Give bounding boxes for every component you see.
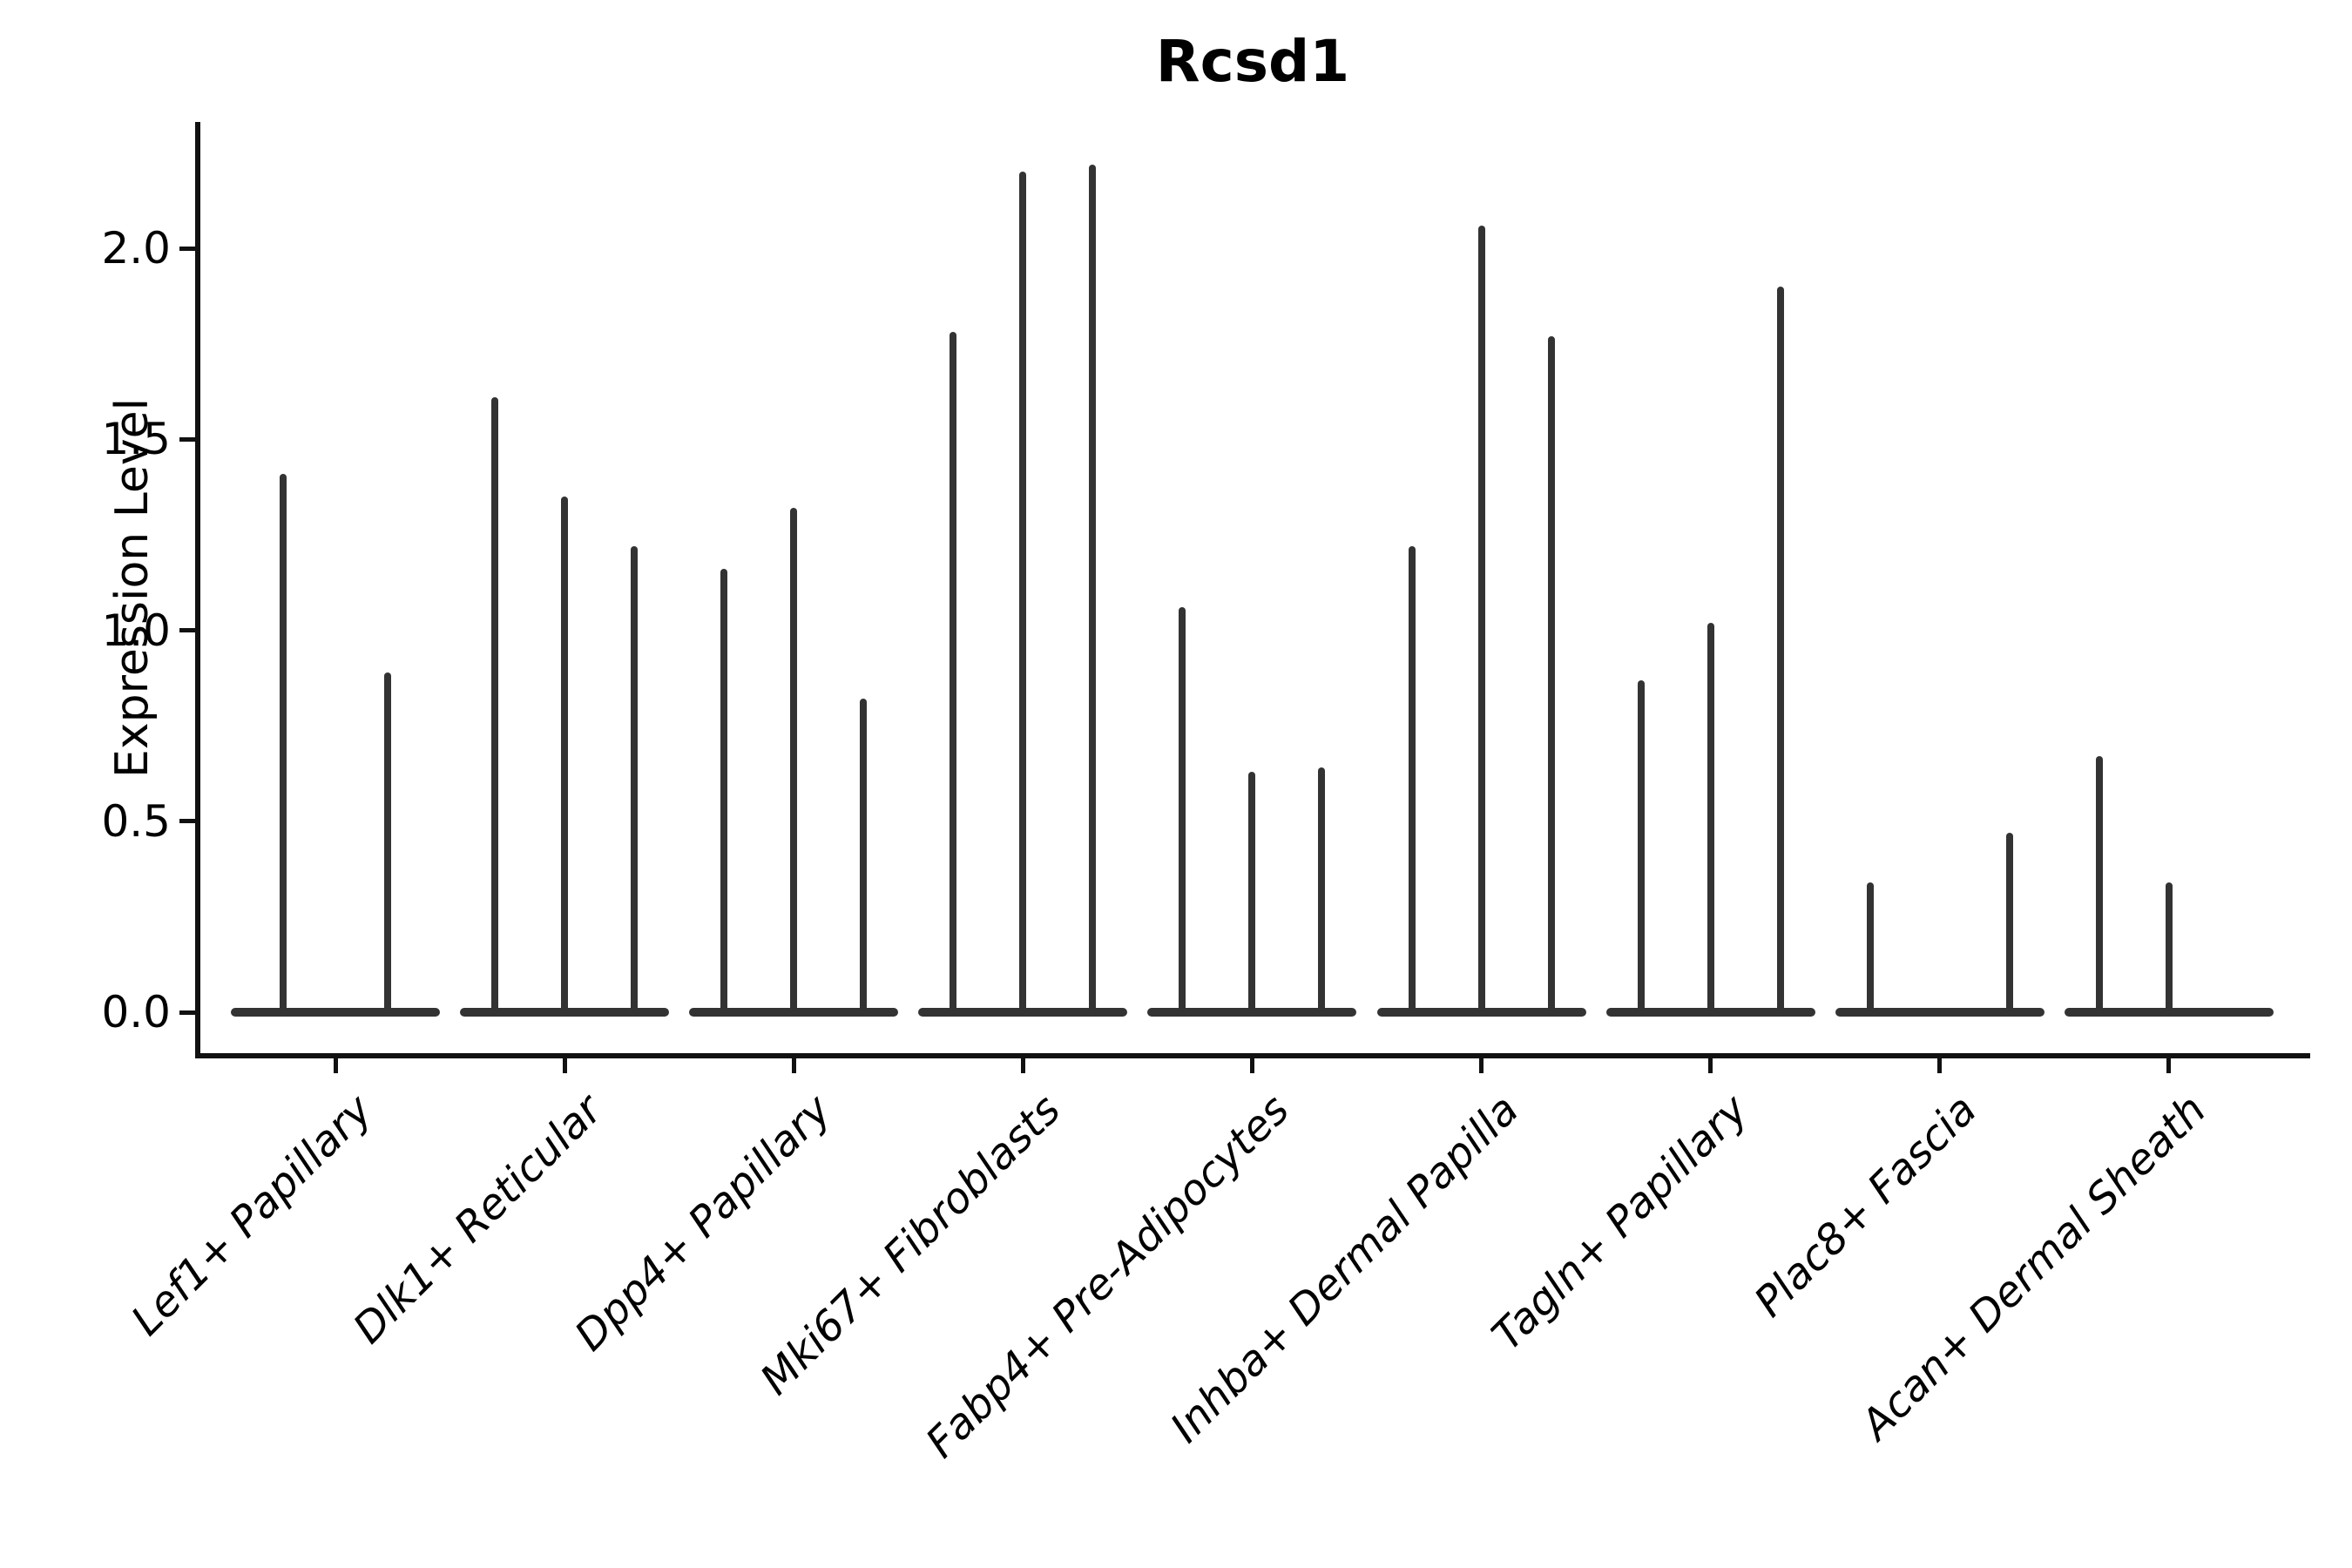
violin-spike <box>1248 771 1256 1014</box>
violin-spike <box>2095 756 2103 1014</box>
y-tick-label: 0.0 <box>101 987 171 1037</box>
violin-spike <box>2165 882 2173 1014</box>
y-axis-spine <box>195 122 200 1058</box>
x-tick-label: Lef1+ Papillary <box>122 1085 382 1346</box>
violin-spike <box>1707 622 1714 1014</box>
violin-spike <box>2005 832 2013 1014</box>
violin-spike <box>1866 882 1874 1014</box>
violin-baseline <box>231 1008 440 1017</box>
y-tick-label: 2.0 <box>101 223 171 274</box>
x-tick <box>333 1058 338 1073</box>
y-tick <box>179 819 195 824</box>
x-tick <box>2166 1058 2172 1073</box>
y-tick-label: 1.5 <box>101 414 171 465</box>
x-tick-label: Fabp4+ Pre-Adipocytes <box>916 1085 1300 1468</box>
violin-spike <box>1547 335 1555 1014</box>
violin-spike <box>860 699 868 1014</box>
x-tick <box>1249 1058 1254 1073</box>
violin-spike <box>790 508 798 1014</box>
violin-spike <box>1019 172 1027 1014</box>
violin-spike <box>720 569 728 1014</box>
violin-spike <box>1477 225 1485 1014</box>
violin-spike <box>631 546 639 1014</box>
x-tick <box>1708 1058 1713 1073</box>
violin-spike <box>1179 607 1186 1014</box>
x-tick-label: Dpp4+ Papillary <box>565 1085 841 1361</box>
violin-spike <box>491 397 499 1014</box>
violin-spike <box>384 672 391 1014</box>
x-tick-label: Plac8+ Fascia <box>1745 1085 1987 1327</box>
x-tick <box>562 1058 567 1073</box>
y-tick <box>179 628 195 632</box>
violin-spike <box>1089 164 1097 1014</box>
y-tick-label: 0.5 <box>101 795 171 847</box>
x-axis-spine <box>195 1053 2310 1058</box>
y-tick <box>179 436 195 442</box>
x-tick <box>1020 1058 1025 1073</box>
violin-spike <box>280 473 287 1014</box>
x-tick <box>1937 1058 1943 1073</box>
y-tick-label: 1.0 <box>101 605 171 656</box>
x-tick <box>791 1058 796 1073</box>
chart-title: Rcsd1 <box>1155 28 1350 95</box>
violin-spike <box>1637 679 1645 1014</box>
violin-spike <box>561 497 569 1014</box>
violin-spike <box>1318 767 1326 1014</box>
y-tick <box>179 246 195 251</box>
violin-baseline <box>1835 1008 2044 1017</box>
violin-spike <box>1408 546 1416 1014</box>
violin-spike <box>950 332 957 1014</box>
x-tick-label: Tagln+ Papillary <box>1482 1085 1758 1361</box>
x-tick-label: Dlk1+ Reticular <box>343 1085 612 1354</box>
y-tick <box>179 1010 195 1015</box>
x-tick <box>1479 1058 1484 1073</box>
violin-spike <box>1776 286 1784 1014</box>
